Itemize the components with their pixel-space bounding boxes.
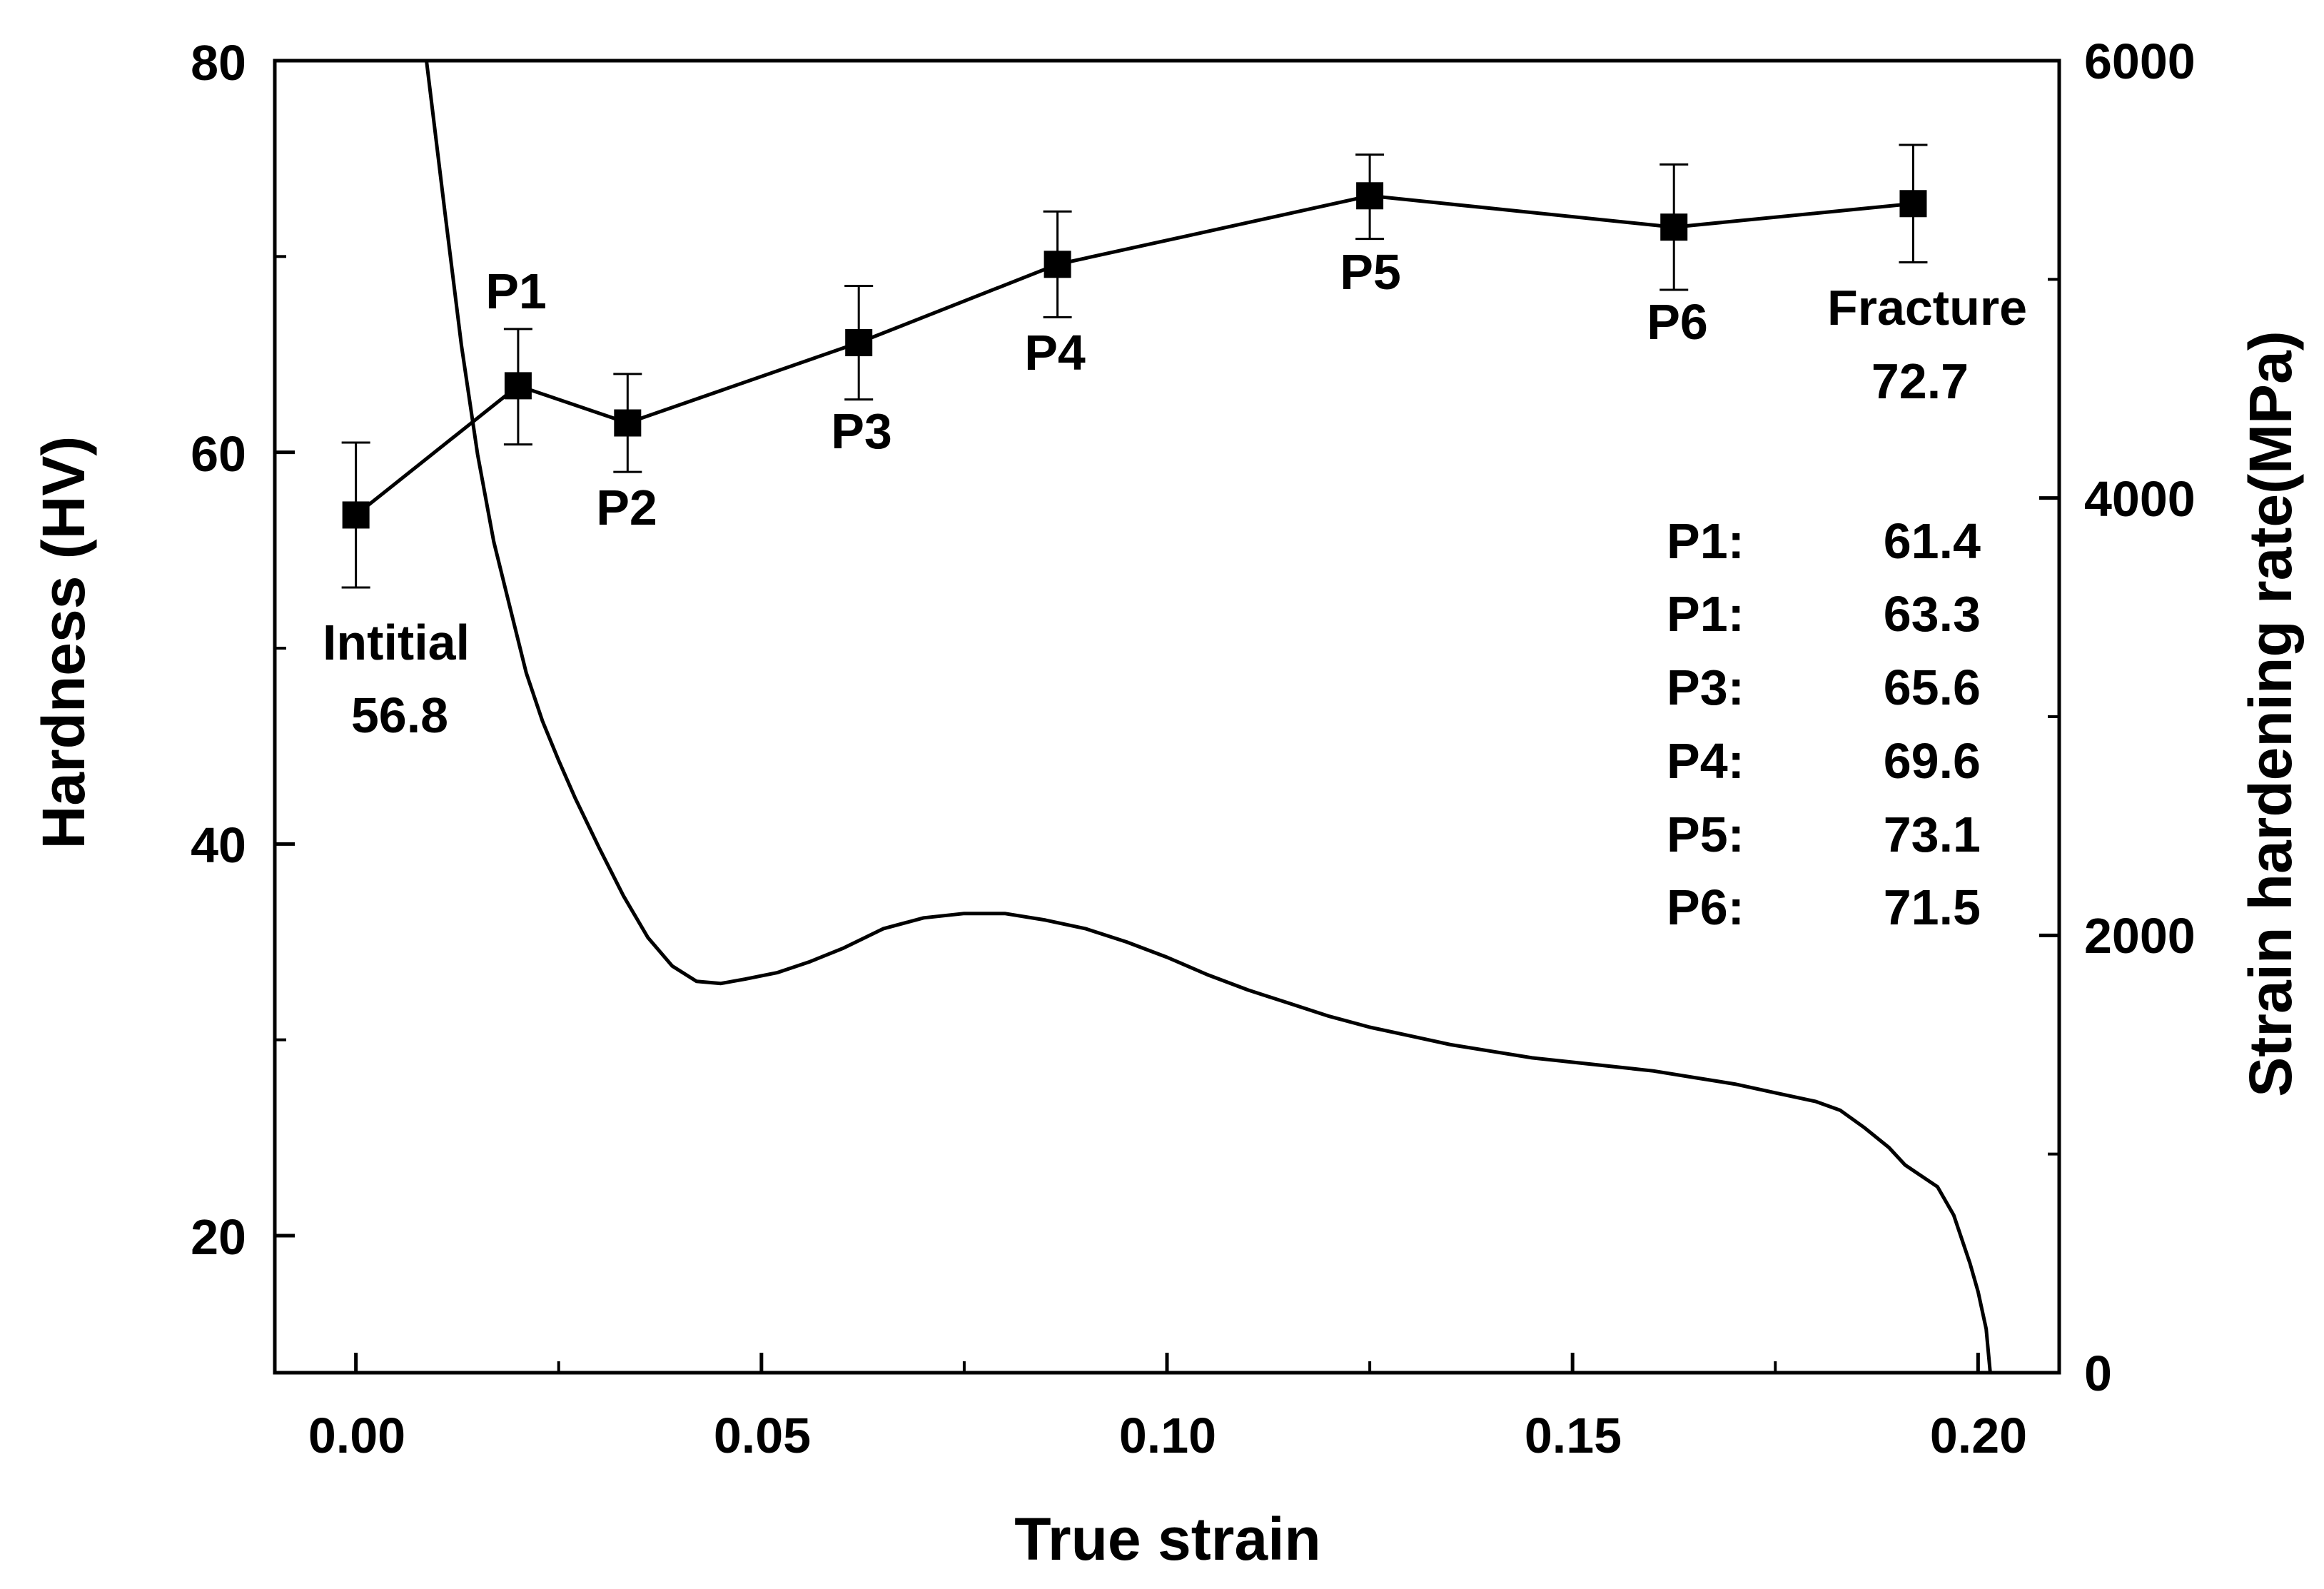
plot-frame [273,59,2061,1375]
table-row-value: 73.1 [1884,807,1981,862]
point-label-initial: Intitial [323,615,470,670]
table-row-label: P4: [1667,733,1744,789]
table-row-value: 71.5 [1884,879,1981,935]
y-right-axis-title: Strain hardening rate(MPa) [2237,331,2304,1097]
point-label-p4: P4 [1024,325,1086,380]
table-row-label: P1: [1667,586,1744,642]
point-label-p3: P3 [831,403,892,459]
y-right-tick-label: 2000 [2084,908,2196,964]
hardness-line [355,193,1914,517]
x-tick-label: 0.05 [714,1408,811,1463]
hardness-marker [342,501,370,529]
point-label-p2: P2 [596,480,657,535]
y-right-tick-label: 4000 [2084,471,2196,527]
hardening-rate-layer [425,61,1992,1373]
table-row-value: 65.6 [1884,660,1981,715]
y-left-tick-label: 20 [191,1209,246,1265]
table-row-label: P6: [1667,879,1744,935]
hardness-marker [1899,190,1927,218]
point-label-p6: P6 [1647,294,1708,350]
x-tick-label: 0.20 [1930,1408,2027,1463]
x-tick-label: 0.00 [308,1408,405,1463]
hardness-marker [614,409,642,437]
y-left-axis-title: Hardness (HV) [30,436,97,849]
x-axis-title: True strain [1014,1505,1320,1573]
table-row-label: P5: [1667,807,1744,862]
y-right-tick-label: 0 [2084,1346,2112,1401]
hardness-marker [845,329,873,357]
y-left-tick-label: 60 [191,426,246,482]
point-value-initial: 56.8 [351,687,448,743]
x-tick-label: 0.15 [1525,1408,1622,1463]
table-row-value: 63.3 [1884,586,1981,642]
table-row-label: P3: [1667,660,1744,715]
point-label-p1: P1 [485,263,547,319]
x-tick-label: 0.10 [1119,1408,1216,1463]
y-left-tick-label: 40 [191,817,246,873]
value-table: P1: 61.4 P1: 63.3 P3: 65.6 P4: 69.6 P5: … [1667,513,1981,935]
y-right-tick-label: 6000 [2084,34,2196,89]
point-label-p5: P5 [1340,244,1401,300]
hardness-layer [341,143,1928,589]
point-value-fracture: 72.7 [1871,353,1969,409]
y-left-tick-label: 80 [191,35,246,91]
hardness-marker [504,372,532,400]
table-row-value: 69.6 [1884,733,1981,789]
hardening-rate-line [425,61,1992,1373]
hardness-marker [1044,251,1071,278]
table-row-value: 61.4 [1884,513,1981,569]
hardness-marker [1660,213,1688,241]
hardness-marker [1356,182,1384,210]
point-label-fracture: Fracture [1827,280,2027,336]
table-row-label: P1: [1667,513,1744,569]
